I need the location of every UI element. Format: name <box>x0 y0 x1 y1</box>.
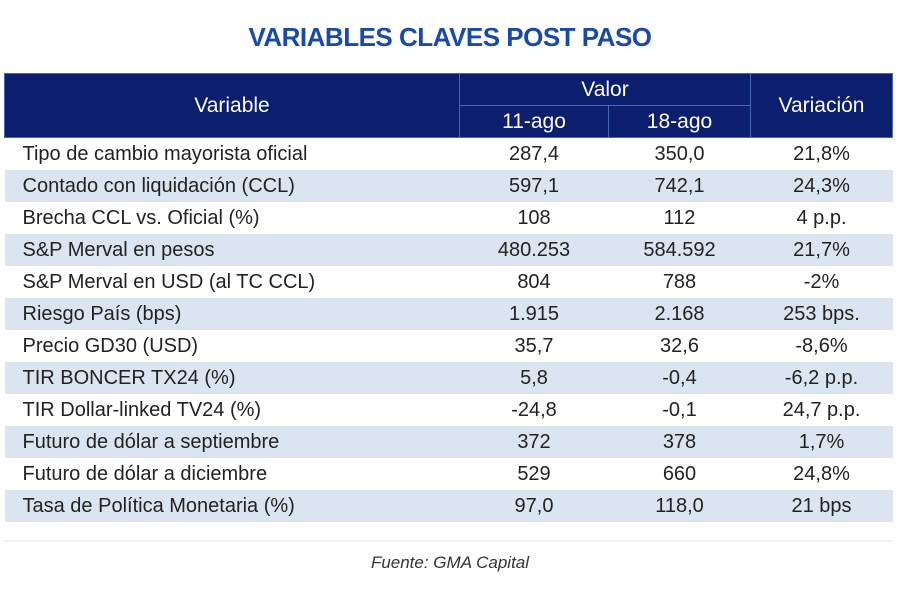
header-date-11-ago: 11-ago <box>459 105 609 138</box>
table-row: TIR Dollar-linked TV24 (%) -24,8 -0,1 24… <box>4 394 893 426</box>
cell-variacion: -2% <box>750 266 893 298</box>
cell-variacion: 4 p.p. <box>750 202 893 234</box>
header-variacion: Variación <box>750 73 893 138</box>
cell-value-11-ago: 480.253 <box>459 234 609 266</box>
cell-value-11-ago: -24,8 <box>459 394 609 426</box>
cell-value-18-ago: 788 <box>608 266 751 298</box>
table-row: Tasa de Política Monetaria (%) 97,0 118,… <box>4 490 893 522</box>
cell-variable: Tasa de Política Monetaria (%) <box>4 490 460 522</box>
cell-variable: Brecha CCL vs. Oficial (%) <box>4 202 460 234</box>
cell-value-11-ago: 1.915 <box>459 298 609 330</box>
cell-value-18-ago: 378 <box>608 426 751 458</box>
cell-variable: TIR BONCER TX24 (%) <box>4 362 460 394</box>
divider <box>4 540 892 542</box>
cell-variable: Futuro de dólar a septiembre <box>4 426 460 458</box>
table-row: Futuro de dólar a septiembre 372 378 1,7… <box>4 426 893 458</box>
cell-value-11-ago: 529 <box>459 458 609 490</box>
table-row: Contado con liquidación (CCL) 597,1 742,… <box>4 170 893 202</box>
cell-value-11-ago: 5,8 <box>459 362 609 394</box>
table-row: Riesgo País (bps) 1.915 2.168 253 bps. <box>4 298 893 330</box>
table-row: Futuro de dólar a diciembre 529 660 24,8… <box>4 458 893 490</box>
cell-variable: Riesgo País (bps) <box>4 298 460 330</box>
cell-value-18-ago: 660 <box>608 458 751 490</box>
cell-variacion: 253 bps. <box>750 298 893 330</box>
cell-value-18-ago: 350,0 <box>608 137 751 170</box>
cell-variacion: -8,6% <box>750 330 893 362</box>
cell-variable: S&P Merval en USD (al TC CCL) <box>4 266 460 298</box>
cell-variable: TIR Dollar-linked TV24 (%) <box>4 394 460 426</box>
table-row: TIR BONCER TX24 (%) 5,8 -0,4 -6,2 p.p. <box>4 362 893 394</box>
cell-variacion: -6,2 p.p. <box>750 362 893 394</box>
cell-variacion: 21 bps <box>750 490 893 522</box>
cell-value-11-ago: 804 <box>459 266 609 298</box>
header-variable: Variable <box>4 73 460 138</box>
cell-value-11-ago: 372 <box>459 426 609 458</box>
cell-value-11-ago: 35,7 <box>459 330 609 362</box>
header-valor: Valor <box>459 73 751 106</box>
cell-value-18-ago: 32,6 <box>608 330 751 362</box>
cell-value-18-ago: 112 <box>608 202 751 234</box>
cell-value-11-ago: 108 <box>459 202 609 234</box>
cell-value-18-ago: 584.592 <box>608 234 751 266</box>
table-body: Tipo de cambio mayorista oficial 287,4 3… <box>4 137 893 522</box>
cell-variable: Contado con liquidación (CCL) <box>4 170 460 202</box>
cell-value-18-ago: -0,4 <box>608 362 751 394</box>
cell-variacion: 24,7 p.p. <box>750 394 893 426</box>
cell-value-18-ago: -0,1 <box>608 394 751 426</box>
table-row: Brecha CCL vs. Oficial (%) 108 112 4 p.p… <box>4 202 893 234</box>
cell-variacion: 1,7% <box>750 426 893 458</box>
cell-value-11-ago: 97,0 <box>459 490 609 522</box>
cell-variable: Futuro de dólar a diciembre <box>4 458 460 490</box>
cell-variacion: 21,8% <box>750 137 893 170</box>
cell-variacion: 24,8% <box>750 458 893 490</box>
header-date-18-ago: 18-ago <box>608 105 751 138</box>
source-caption: Fuente: GMA Capital <box>370 553 530 572</box>
table-row: S&P Merval en pesos 480.253 584.592 21,7… <box>4 234 893 266</box>
cell-variable: S&P Merval en pesos <box>4 234 460 266</box>
cell-value-18-ago: 2.168 <box>608 298 751 330</box>
cell-variacion: 21,7% <box>750 234 893 266</box>
cell-value-11-ago: 287,4 <box>459 137 609 170</box>
table-row: Tipo de cambio mayorista oficial 287,4 3… <box>4 137 893 170</box>
cell-value-11-ago: 597,1 <box>459 170 609 202</box>
key-variables-table: Variable Valor Variación 11-ago 18-ago T… <box>4 73 893 522</box>
table-row: S&P Merval en USD (al TC CCL) 804 788 -2… <box>4 266 893 298</box>
cell-variable: Precio GD30 (USD) <box>4 330 460 362</box>
table-header: Variable Valor Variación 11-ago 18-ago <box>4 73 893 138</box>
table-row: Precio GD30 (USD) 35,7 32,6 -8,6% <box>4 330 893 362</box>
cell-variacion: 24,3% <box>750 170 893 202</box>
cell-value-18-ago: 118,0 <box>608 490 751 522</box>
page-title: VARIABLES CLAVES POST PASO <box>248 22 652 52</box>
cell-variable: Tipo de cambio mayorista oficial <box>4 137 460 170</box>
cell-value-18-ago: 742,1 <box>608 170 751 202</box>
